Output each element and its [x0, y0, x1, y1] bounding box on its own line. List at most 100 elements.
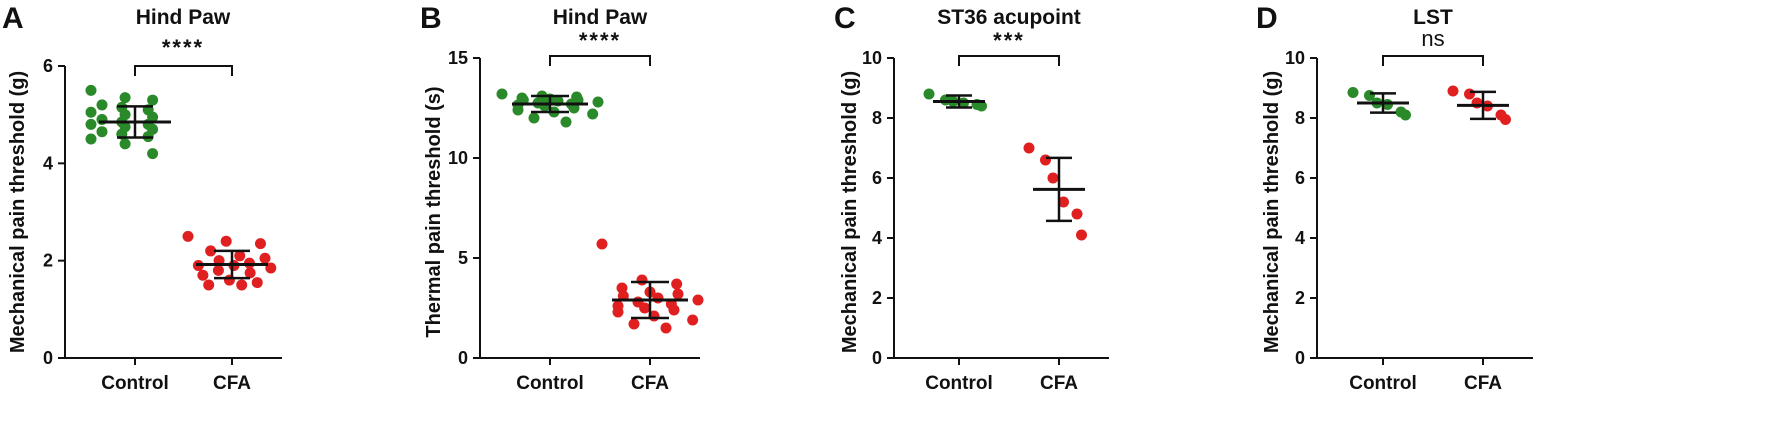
significance-label: ****	[579, 28, 621, 53]
significance-bracket	[958, 55, 1060, 66]
y-tick-label: 10	[862, 48, 882, 68]
data-point	[692, 294, 704, 306]
chart-svg-c: C ST36 acupoint Mechanical pain threshol…	[834, 2, 1109, 394]
plot-area: 0 2 4 6 8 10 Control CFA	[1285, 48, 1533, 394]
data-point	[528, 112, 540, 124]
y-tick-label: 2	[872, 288, 882, 308]
data-point	[265, 262, 277, 274]
data-point	[1023, 142, 1035, 154]
data-point	[668, 304, 680, 316]
x-tick-label: CFA	[1040, 373, 1078, 394]
x-tick-label: Control	[925, 373, 993, 394]
data-point	[1058, 196, 1069, 208]
data-point	[660, 322, 672, 334]
data-point	[1400, 109, 1411, 121]
chart-panel-b: B Hind Paw Thermal pain threshold (s) **…	[420, 0, 860, 447]
significance-bracket	[549, 55, 651, 66]
data-point	[687, 314, 699, 326]
y-axis-label: Thermal pain threshold (s)	[423, 86, 445, 337]
panel-letter: B	[420, 2, 442, 35]
y-tick-label: 2	[1295, 288, 1305, 308]
data-point	[1047, 172, 1059, 184]
data-point	[1500, 114, 1511, 125]
y-axis-label: Mechanical pain threshold (g)	[1261, 71, 1283, 353]
x-tick-label: CFA	[1464, 373, 1502, 394]
y-tick-label: 4	[1295, 228, 1305, 248]
data-point	[496, 88, 508, 100]
data-point	[203, 279, 215, 291]
data-point	[85, 118, 97, 130]
y-tick-label: 0	[1295, 348, 1305, 368]
data-point	[596, 238, 608, 250]
data-point	[652, 292, 664, 304]
data-point	[96, 99, 108, 111]
data-point	[1040, 154, 1051, 166]
data-point	[234, 250, 246, 262]
chart-panel-d: D LST Mechanical pain threshold (g) ns 0…	[1256, 0, 1772, 447]
y-axis-label: Mechanical pain threshold (g)	[7, 71, 29, 353]
data-point	[612, 306, 624, 318]
y-tick-label: 6	[1295, 168, 1305, 188]
data-point	[147, 148, 159, 160]
significance-label: ns	[1421, 26, 1444, 51]
y-tick-label: 8	[1295, 108, 1305, 128]
y-tick-label: 0	[458, 348, 468, 368]
data-point	[236, 279, 248, 291]
data-point	[182, 230, 194, 242]
data-point	[205, 245, 217, 257]
y-tick-label: 10	[1285, 48, 1305, 68]
chart-title: Hind Paw	[136, 6, 231, 29]
data-point	[1071, 208, 1083, 220]
data-point	[212, 264, 224, 276]
chart-panel-a: A Hind Paw Mechanical pain threshold (g)…	[0, 0, 440, 447]
significance-label: ****	[162, 35, 204, 60]
data-point	[636, 274, 648, 286]
data-point	[96, 126, 108, 138]
data-point	[639, 302, 651, 314]
y-tick-label: 6	[872, 168, 882, 188]
data-point	[244, 267, 256, 279]
chart-title: ST36 acupoint	[937, 6, 1081, 29]
x-tick-label: CFA	[213, 373, 251, 394]
y-axis-label: Mechanical pain threshold (g)	[839, 71, 861, 353]
chart-svg-d: D LST Mechanical pain threshold (g) ns 0…	[1256, 2, 1533, 394]
y-tick-label: 15	[448, 48, 468, 68]
x-tick-label: Control	[101, 373, 169, 394]
panel-letter: D	[1256, 2, 1278, 35]
data-point	[251, 277, 263, 289]
data-point	[254, 238, 266, 250]
y-tick-label: 5	[458, 248, 468, 268]
data-point	[976, 100, 987, 112]
chart-svg-b: B Hind Paw Thermal pain threshold (s) **…	[420, 2, 704, 394]
chart-title: Hind Paw	[553, 6, 648, 29]
y-tick-label: 0	[43, 348, 53, 368]
data-point	[197, 269, 209, 281]
data-point	[259, 252, 271, 264]
x-tick-label: Control	[1349, 373, 1417, 394]
y-tick-label: 8	[872, 108, 882, 128]
x-tick-label: Control	[516, 373, 584, 394]
chart-svg-a: A Hind Paw Mechanical pain threshold (g)…	[2, 2, 282, 394]
data-point	[1447, 85, 1459, 97]
data-point	[592, 96, 604, 108]
data-point	[147, 94, 159, 106]
data-point	[1347, 87, 1359, 98]
data-point	[672, 288, 684, 300]
data-point	[628, 318, 640, 330]
panel-letter: C	[834, 2, 856, 35]
y-tick-label: 2	[43, 251, 53, 271]
data-point	[671, 278, 683, 290]
y-tick-label: 4	[872, 228, 882, 248]
data-point	[220, 235, 232, 247]
data-point	[119, 138, 131, 150]
significance-bracket	[134, 65, 233, 76]
y-tick-label: 10	[448, 148, 468, 168]
y-tick-label: 0	[872, 348, 882, 368]
panel-letter: A	[2, 2, 24, 35]
chart-panel-c: C ST36 acupoint Mechanical pain threshol…	[834, 0, 1294, 447]
data-point	[512, 104, 524, 116]
data-point	[560, 116, 572, 128]
x-tick-label: CFA	[631, 373, 669, 394]
significance-label: ***	[993, 28, 1025, 53]
data-point	[587, 108, 599, 120]
